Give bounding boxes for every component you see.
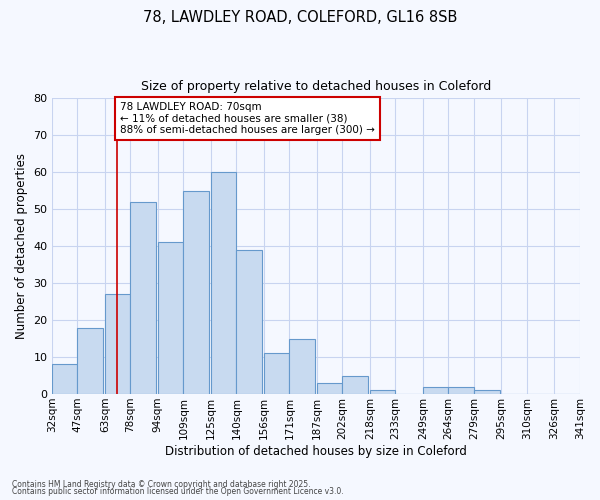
Bar (317, 383, 343, 394)
Bar (343, 376, 368, 394)
Y-axis label: Number of detached properties: Number of detached properties (15, 153, 28, 339)
Bar (236, 250, 262, 394)
Text: 78 LAWDLEY ROAD: 70sqm
← 11% of detached houses are smaller (38)
88% of semi-det: 78 LAWDLEY ROAD: 70sqm ← 11% of detached… (120, 102, 375, 135)
X-axis label: Distribution of detached houses by size in Coleford: Distribution of detached houses by size … (165, 444, 467, 458)
Bar (474, 390, 500, 394)
Bar (211, 172, 236, 394)
Text: Contains HM Land Registry data © Crown copyright and database right 2025.: Contains HM Land Registry data © Crown c… (12, 480, 311, 489)
Bar (77, 328, 103, 394)
Bar (264, 354, 289, 394)
Bar (184, 190, 209, 394)
Bar (448, 386, 474, 394)
Bar (105, 294, 130, 394)
Bar (130, 202, 156, 394)
Text: 78, LAWDLEY ROAD, COLEFORD, GL16 8SB: 78, LAWDLEY ROAD, COLEFORD, GL16 8SB (143, 10, 457, 25)
Bar (423, 386, 448, 394)
Bar (52, 364, 77, 394)
Bar (289, 338, 315, 394)
Bar (370, 390, 395, 394)
Bar (158, 242, 184, 394)
Text: Contains public sector information licensed under the Open Government Licence v3: Contains public sector information licen… (12, 487, 344, 496)
Title: Size of property relative to detached houses in Coleford: Size of property relative to detached ho… (141, 80, 491, 93)
